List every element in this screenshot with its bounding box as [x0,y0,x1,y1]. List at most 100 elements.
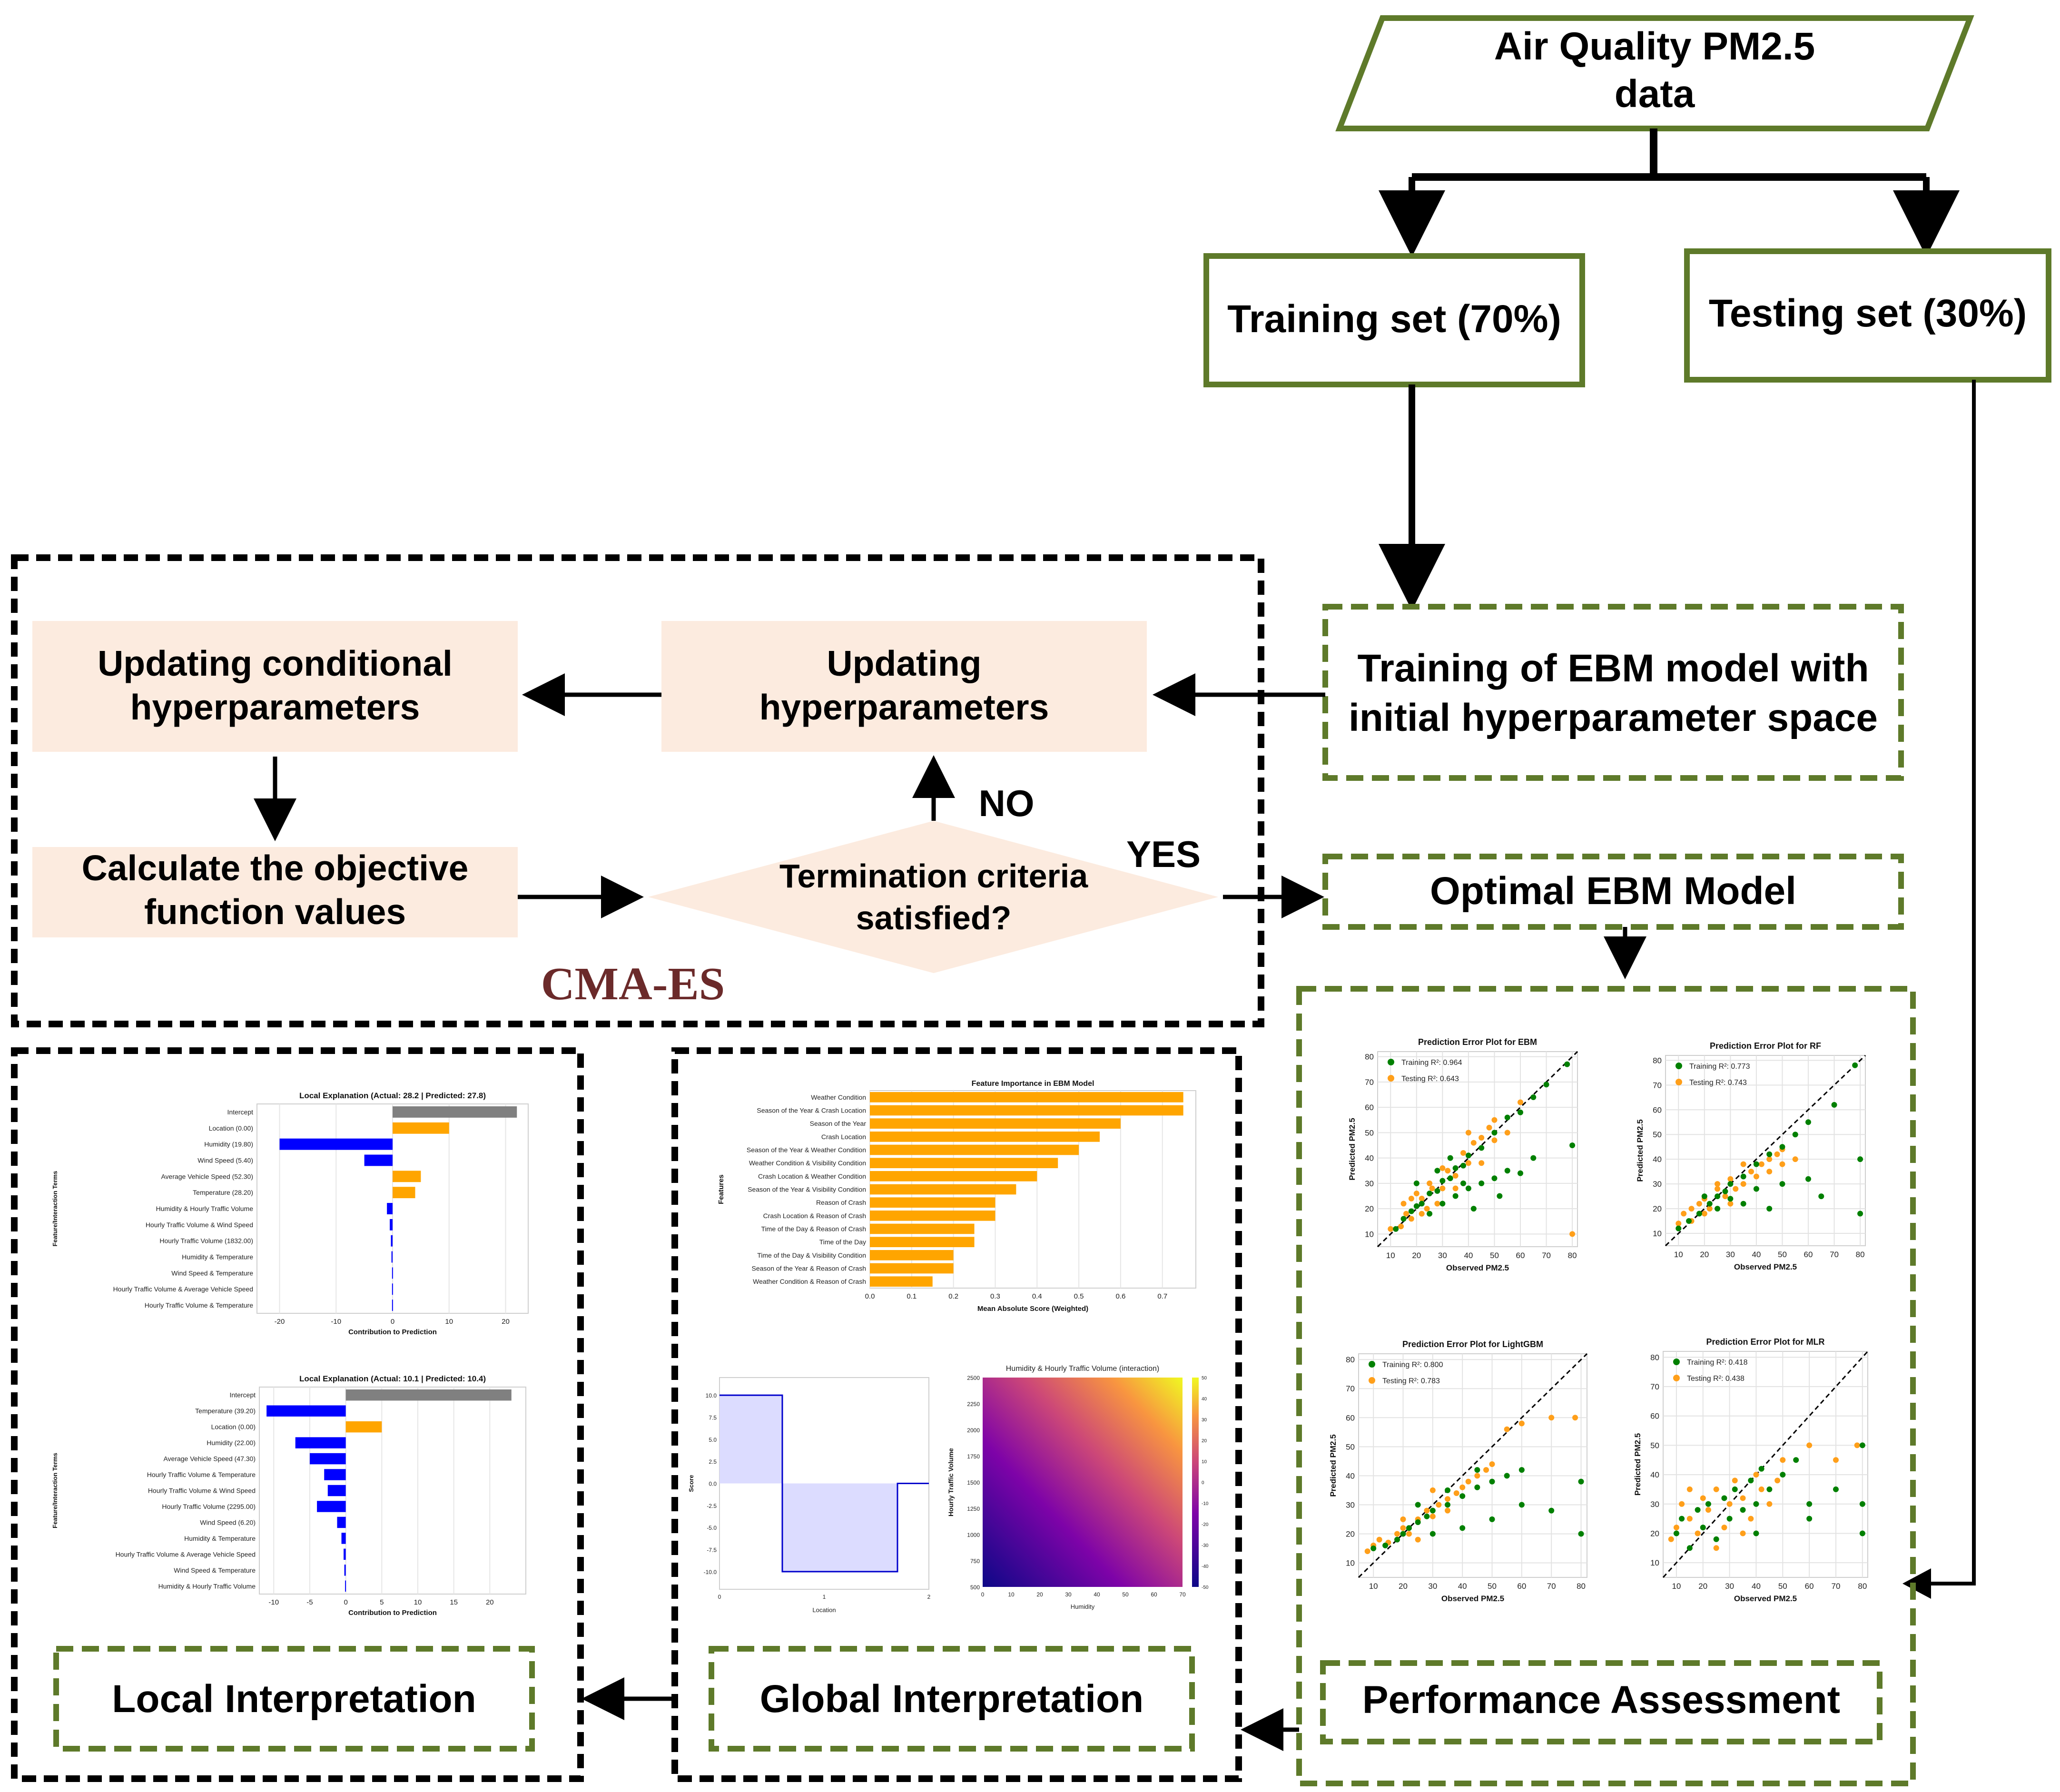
train-point [1460,1180,1466,1186]
colorbar-tick: -10 [1202,1501,1209,1506]
test-point [1415,1536,1421,1543]
x-tick-label: 50 [1488,1582,1497,1591]
local-category-label: Humidity (22.00) [207,1439,256,1447]
test-point [1403,1211,1409,1217]
train-point [1780,1472,1786,1478]
legend-test-label: Testing R²: 0.643 [1401,1075,1459,1083]
scatter-title: Prediction Error Plot for LightGBM [1402,1339,1543,1349]
legend-test-marker [1369,1377,1375,1384]
train-point [1806,1516,1813,1522]
y-tick-label: 50 [1365,1128,1374,1137]
fi-x-tick: 0.6 [1115,1292,1125,1300]
test-point [1504,1130,1510,1136]
y-tick-label: 10 [1346,1558,1355,1567]
fi-x-tick: 0.7 [1157,1292,1167,1300]
x-tick-label: 60 [1516,1251,1525,1260]
y-tick-label: 80 [1365,1053,1374,1062]
local-category-label: Wind Speed (5.40) [197,1156,253,1164]
test-point [1686,1486,1693,1492]
fi-category-label: Season of the Year & Visibility Conditio… [748,1186,866,1193]
local-x-tick: -10 [331,1318,341,1326]
input-data-shape [1335,15,1974,131]
train-point [1504,1473,1510,1479]
fi-title: Feature Importance in EBM Model [972,1080,1094,1088]
local-x-tick: -10 [268,1598,279,1606]
y-tick-label: 30 [1365,1179,1374,1188]
heatmap-y-tick: 2500 [967,1375,980,1381]
heatmap-colorbar [1192,1378,1199,1587]
local-category-label: Hourly Traffic Volume & Average Vehicle … [116,1550,256,1558]
fi-bar [870,1118,1121,1129]
x-tick-label: 70 [1542,1251,1551,1260]
test-point [1483,1467,1489,1473]
train-point [1429,1507,1436,1514]
y-tick-label: 60 [1346,1413,1355,1422]
test-point [1727,1201,1734,1207]
test-point [1376,1536,1382,1543]
y-tick-label: 70 [1653,1081,1662,1090]
updating-hyp-label-1: Updating [827,643,982,683]
local-title: Local Explanation (Actual: 10.1 | Predic… [299,1374,486,1383]
global-container [671,1047,1242,1782]
local-category-label: Location (0.00) [211,1423,256,1431]
train-point [1445,1502,1451,1508]
heatmap-x-tick: 50 [1122,1591,1129,1598]
train-point [1497,1193,1503,1199]
shape-y-tick: 2.5 [709,1458,717,1465]
local-x-tick: -5 [306,1598,313,1606]
y-tick-label: 20 [1365,1204,1374,1213]
test-point [1668,1536,1674,1542]
train-point [1758,1466,1764,1472]
x-tick-label: 10 [1369,1582,1378,1591]
train-point [1489,1516,1495,1522]
scatter-title: Prediction Error Plot for MLR [1706,1337,1824,1347]
test-point [1792,1156,1798,1162]
legend-train-label: Training R²: 0.800 [1382,1361,1443,1369]
local-explanation-chart-2: -10 -5 0 5 10 15 20 Intercept Temperature (39.20… [51,1374,526,1617]
y-tick-label: 30 [1346,1500,1355,1509]
train-point [1857,1156,1863,1162]
fi-x-tick: 0.0 [865,1292,875,1300]
shape-x-tick: 1 [823,1594,826,1600]
fi-bar [870,1250,954,1260]
testing-set-node: Testing set (30%) [1684,248,2051,383]
train-point [1700,1525,1706,1531]
x-tick-label: 50 [1778,1250,1787,1259]
local-frame [259,1387,526,1595]
scatter-title: Prediction Error Plot for EBM [1418,1037,1537,1047]
test-point [1408,1195,1414,1201]
test-point [1726,1501,1733,1507]
global-node: Global Interpretation [709,1646,1195,1752]
train-point [1459,1525,1466,1531]
test-point [1569,1231,1576,1237]
local-bar [392,1283,393,1295]
shape-ylabel: Score [688,1475,695,1492]
test-point [1364,1548,1370,1555]
y-tick-label: 60 [1653,1105,1662,1114]
train-point [1491,1175,1498,1182]
test-point [1753,1173,1759,1180]
train-point [1424,1513,1430,1519]
test-point [1766,1156,1773,1162]
local-category-label: Temperature (28.20) [193,1189,253,1196]
train-point [1474,1484,1480,1490]
train-point [1818,1193,1824,1200]
train-point [1779,1144,1785,1150]
train-point [1722,1188,1728,1194]
train-point [1806,1501,1813,1507]
heatmap-xlabel: Humidity [1071,1603,1095,1610]
cmaes-arrows [254,673,1325,918]
location-shape-chart: 10.0 7.5 5.0 2.5 0.0 -2.5 -5.0 -7.5 -10.0 0 1 2 Loca… [688,1377,931,1614]
split-connector [1379,128,1960,257]
y-tick-label: 50 [1346,1442,1355,1451]
y-tick-label: 40 [1653,1155,1662,1164]
y-tick-label: 20 [1653,1204,1662,1213]
y-tick-label: 70 [1650,1382,1659,1391]
input-data-label-2: data [1615,72,1695,116]
local-x-tick: 20 [502,1318,510,1326]
feature-importance-chart: 0.0 0.1 0.2 0.3 0.4 0.5 0.6 0.7 Weather Conditio… [717,1080,1196,1313]
test-point [1439,1185,1446,1191]
train-point [1406,1525,1412,1531]
local-category-label: Wind Speed & Temperature [171,1269,253,1277]
x-tick-label: 20 [1399,1582,1408,1591]
